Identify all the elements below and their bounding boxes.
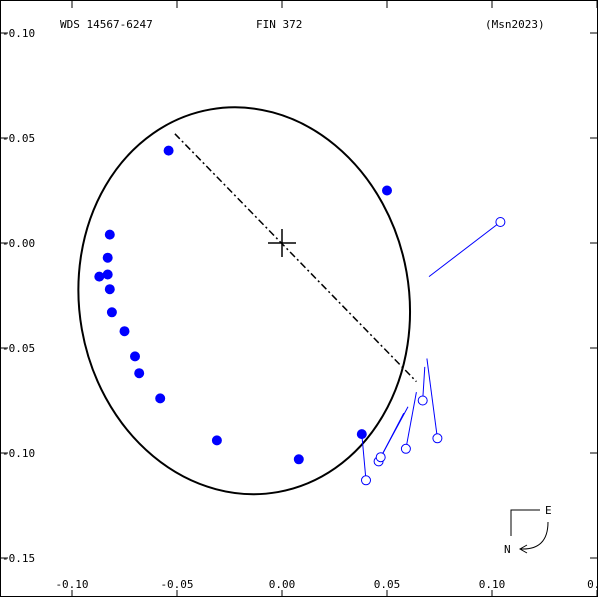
filled-data-point <box>163 145 174 156</box>
filled-data-point <box>382 185 392 196</box>
x-tick-label: 0.1 <box>587 578 600 591</box>
orbit-ellipse <box>77 106 412 496</box>
open-data-point <box>375 452 386 463</box>
chart-title: FIN 372 <box>256 18 302 31</box>
open-data-point <box>432 433 443 444</box>
y-tick-label: -0.10 <box>2 27 35 40</box>
filled-data-point <box>293 454 304 465</box>
y-tick-label: -0.05 <box>2 342 35 355</box>
compass-arrowhead <box>518 544 528 554</box>
line-of-nodes <box>174 133 417 383</box>
compass-arrow-arc <box>520 521 549 550</box>
open-data-point <box>417 395 428 406</box>
y-tick-label: -0.00 <box>2 237 35 250</box>
compass-north-label: N <box>504 543 511 556</box>
filled-data-point <box>134 368 145 379</box>
residual-lines <box>361 221 501 481</box>
open-data-point <box>361 475 371 486</box>
x-tick-label: -0.05 <box>160 578 193 591</box>
filled-data-point <box>104 284 115 295</box>
x-tick-label: 0.10 <box>479 578 506 591</box>
filled-data-point <box>102 252 113 263</box>
compass-rose: E N <box>504 504 552 556</box>
header-left-label: WDS 14567-6247 <box>60 18 153 31</box>
open-data-point <box>495 217 506 227</box>
y-tick-label: -0.15 <box>2 552 35 565</box>
filled-data-point <box>211 435 222 446</box>
orbit-layer <box>77 106 417 496</box>
residual-line <box>428 221 501 277</box>
compass-east-arm <box>510 509 540 536</box>
residual-line <box>405 392 417 449</box>
residual-line <box>361 434 367 481</box>
filled-data-point <box>155 393 166 404</box>
filled-data-point <box>356 429 367 440</box>
x-tick-label: 0.05 <box>374 578 401 591</box>
residual-line <box>380 406 409 458</box>
residual-line <box>426 358 438 439</box>
header-right-label: (Msn2023) <box>485 18 545 31</box>
x-tick-label: -0.10 <box>55 578 88 591</box>
y-tick-label: -0.05 <box>2 132 35 145</box>
filled-data-point <box>119 326 130 337</box>
filled-data-point <box>130 351 140 362</box>
filled-data-point <box>102 269 113 280</box>
residual-line <box>422 366 426 401</box>
filled-data-point <box>94 271 105 282</box>
compass-east-label: E <box>545 504 552 517</box>
open-data-point <box>400 443 411 454</box>
filled-data-point <box>106 307 117 318</box>
x-tick-label: 0.00 <box>269 578 296 591</box>
filled-data-point <box>104 229 115 240</box>
data-points <box>94 145 506 486</box>
y-tick-label: -0.10 <box>2 447 35 460</box>
